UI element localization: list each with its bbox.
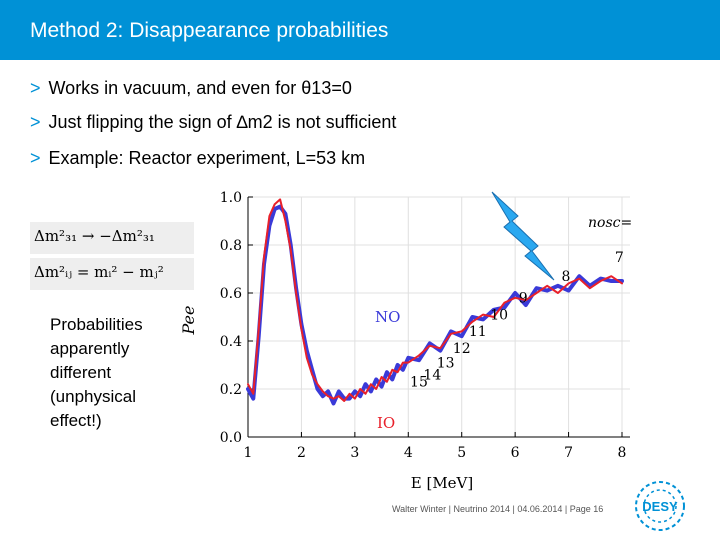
y-tick-labels: 0.0 0.2 0.4 0.6 0.8 1.0 [220, 190, 242, 446]
bullet-2-marker: > [30, 112, 41, 132]
bullet-3-marker: > [30, 148, 41, 168]
note-line: Probabilities [50, 315, 143, 334]
y-tick-label: 1.0 [220, 190, 242, 206]
x-tick-label: 4 [404, 445, 413, 461]
logo-text: DESY [642, 499, 678, 514]
title-bar: Method 2: Disappearance probabilities [0, 0, 720, 60]
peak-number-label: 13 [437, 355, 455, 371]
note-line: (unphysical [50, 387, 136, 406]
x-axis-label: E [MeV] [411, 474, 474, 492]
lightning-bolt-icon [491, 191, 555, 281]
bullet-1-text: Works in vacuum, and even for θ13=0 [48, 78, 352, 98]
io-label: IO [377, 414, 395, 432]
footer-text: Walter Winter | Neutrino 2014 | 04.06.20… [392, 504, 604, 514]
y-tick-label: 0.6 [220, 286, 242, 302]
y-tick-label: 0.8 [220, 238, 242, 254]
bullet-1: > Works in vacuum, and even for θ13=0 [30, 77, 352, 99]
y-tick-label: 0.0 [220, 430, 242, 446]
bullet-1-marker: > [30, 78, 41, 98]
x-tick-label: 7 [564, 445, 573, 461]
x-tick-label: 5 [457, 445, 466, 461]
x-tick-label: 2 [297, 445, 306, 461]
note-line: different [50, 363, 112, 382]
x-tick-label: 3 [350, 445, 359, 461]
x-tick-label: 8 [618, 445, 627, 461]
y-tick-label: 0.4 [220, 334, 242, 350]
note-line: effect!) [50, 411, 102, 430]
note-text: Probabilities apparently different (unph… [50, 313, 143, 433]
peak-number-label: 10 [490, 307, 508, 323]
bullet-3-text: Example: Reactor experiment, L=53 km [48, 148, 366, 168]
note-line: apparently [50, 339, 130, 358]
bullet-3: > Example: Reactor experiment, L=53 km [30, 147, 365, 169]
chart-series [246, 198, 624, 406]
series-line-no [247, 198, 623, 402]
peak-number-label: 9 [519, 291, 528, 307]
nosc-label: nosc= [588, 215, 632, 231]
chart-axes [247, 197, 630, 438]
y-axis-label: Pee [182, 306, 198, 336]
bullet-2-text: Just flipping the sign of ∆m2 is not suf… [48, 112, 397, 132]
x-tick-labels: 1 2 3 4 5 6 7 8 [244, 445, 627, 461]
no-label: NO [375, 308, 400, 326]
x-tick-label: 1 [244, 445, 253, 461]
peak-number-label: 12 [453, 341, 471, 357]
y-tick-label: 0.2 [220, 382, 242, 398]
peak-number-label: 8 [561, 269, 570, 285]
bullet-2: > Just flipping the sign of ∆m2 is not su… [30, 111, 396, 133]
peak-number-label: 11 [469, 324, 487, 340]
slide-title: Method 2: Disappearance probabilities [30, 19, 389, 42]
desy-logo-icon: DESY [635, 481, 685, 531]
x-tick-label: 6 [511, 445, 520, 461]
peak-number-label: 14 [423, 367, 441, 383]
equation-sign-flip: Δm²₃₁ → −Δm²₃₁ [30, 222, 194, 254]
desy-logo: DESY [632, 478, 688, 534]
peak-number-label: 7 [615, 250, 624, 266]
peak-number-label: 15 [410, 375, 428, 391]
chart-grid [247, 196, 630, 438]
equation-mass-splitting: Δm²ᵢⱼ = mᵢ² − mⱼ² [30, 258, 194, 290]
